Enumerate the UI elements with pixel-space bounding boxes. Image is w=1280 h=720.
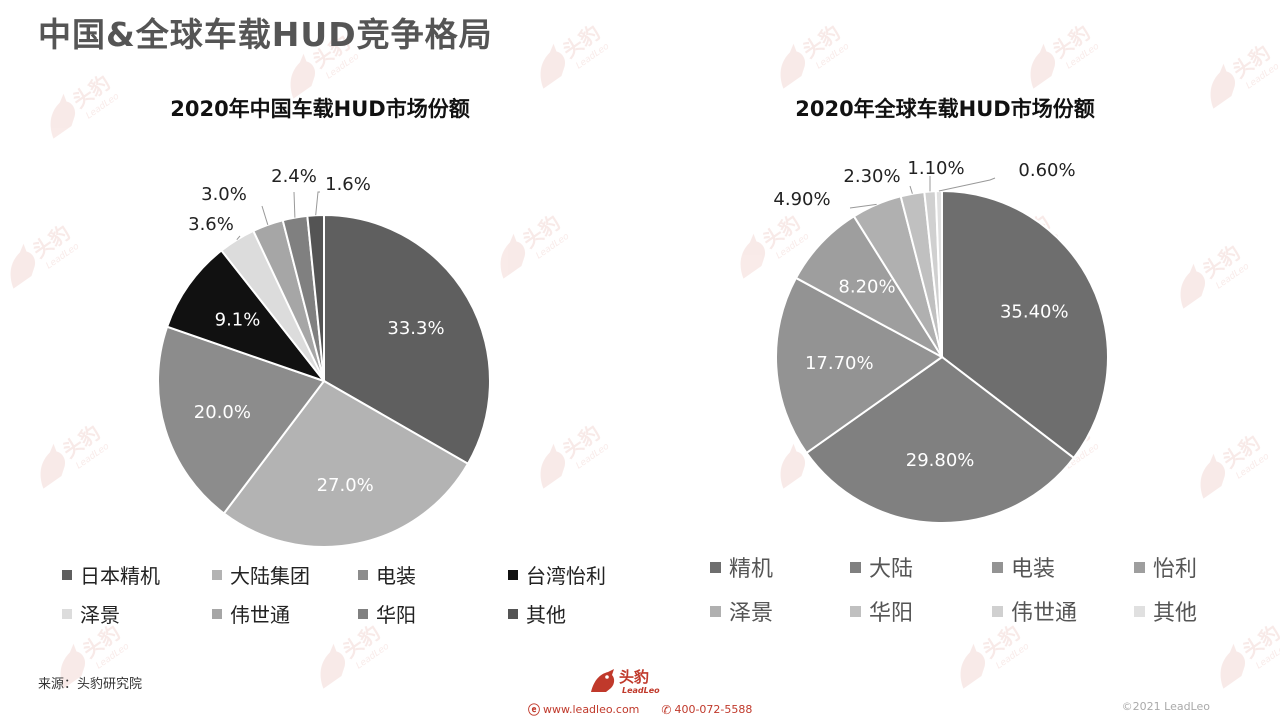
legend0-item: 伟世通: [212, 599, 358, 628]
logo-text: 头豹: [619, 668, 650, 686]
legend-label: 伟世通: [1011, 601, 1078, 626]
legend1-item: 华阳: [850, 595, 992, 627]
legend-label: 台湾怡利: [526, 564, 606, 588]
web-icon: ⓔ: [528, 703, 541, 717]
legend-swatch: [358, 569, 368, 580]
pie0-label-0: 33.3%: [387, 318, 444, 339]
pie0-leader-7: [315, 191, 320, 216]
copyright: ©2021 LeadLeo: [1121, 700, 1210, 713]
legend-label: 华阳: [869, 601, 914, 626]
pie1-slice-7: [934, 189, 943, 358]
pie1-label-4: 4.90%: [773, 189, 830, 210]
legend-label: 怡利: [1153, 557, 1198, 582]
legend0-item: 泽景: [62, 599, 212, 628]
pie0-slice-3: [165, 249, 327, 384]
footer-web-text: www.leadleo.com: [543, 703, 640, 716]
logo-subtext: LeadLeo: [622, 686, 660, 695]
footer-phone: ✆ 400-072-5588: [661, 701, 752, 718]
pie0-leader-4: [236, 235, 241, 241]
pie0-label-4: 3.6%: [188, 214, 234, 235]
legend1-item: 泽景: [710, 595, 850, 627]
pie0-leader-5: [261, 205, 269, 225]
pie1-label-3: 8.20%: [838, 277, 895, 298]
source-note: 来源：头豹研究院: [38, 677, 143, 692]
legend-label: 其他: [526, 603, 566, 627]
legend-swatch: [212, 608, 222, 619]
legend-swatch: [710, 561, 721, 573]
legend-swatch: [850, 561, 861, 573]
legend0-item: 大陆集团: [212, 560, 358, 589]
pie1-label-0: 35.40%: [1000, 301, 1069, 322]
pie1-label-7: 0.60%: [1018, 160, 1075, 181]
pie1-label-5: 2.30%: [843, 166, 900, 187]
legend0-item: 日本精机: [62, 560, 212, 589]
legend-label: 华阳: [376, 603, 416, 627]
global-legend: 精机 大陆 电装 怡利泽景 华阳 伟世通 其他: [710, 551, 1234, 627]
pie1-leader-5: [909, 185, 913, 194]
legend1-item: 其他: [1134, 595, 1234, 627]
legend-label: 电装: [376, 564, 416, 588]
pie0-label-5: 3.0%: [201, 184, 247, 205]
legend-swatch: [992, 561, 1003, 573]
legend-label: 泽景: [729, 601, 774, 626]
pie0-slice-2: [157, 325, 326, 515]
pie1-leader-7: [938, 177, 996, 192]
legend-swatch: [508, 569, 518, 580]
legend-swatch: [710, 605, 721, 617]
legend-label: 泽景: [80, 603, 120, 627]
pie0-label-3: 9.1%: [215, 309, 261, 330]
leadleo-logo-icon: [591, 669, 615, 692]
legend-swatch: [358, 608, 368, 619]
legend1-item: 电装: [992, 551, 1134, 583]
legend-swatch: [1134, 605, 1145, 617]
legend-label: 精机: [729, 557, 774, 582]
legend-swatch: [992, 605, 1003, 617]
pie1-label-6: 1.10%: [907, 158, 964, 179]
legend-swatch: [62, 608, 72, 619]
pie0-slice-7: [306, 213, 325, 382]
legend-label: 大陆集团: [230, 564, 310, 588]
pie1-label-1: 29.80%: [906, 450, 975, 471]
legend0-item: 华阳: [358, 599, 508, 628]
legend1-item: 大陆: [850, 551, 992, 583]
legend1-item: 伟世通: [992, 595, 1134, 627]
legend1-item: 怡利: [1134, 551, 1234, 583]
pie0-leader-6: [293, 191, 296, 218]
global-chart-title: 2020年全球车载HUD市场份额: [795, 97, 1095, 121]
footer-phone-text: 400-072-5588: [674, 703, 753, 716]
pie1-slice-2: [774, 276, 944, 455]
footer-web[interactable]: ⓔ www.leadleo.com: [528, 701, 639, 718]
footer-contact: ⓔ www.leadleo.com ✆ 400-072-5588: [528, 701, 752, 718]
legend-swatch: [850, 605, 861, 617]
legend1-item: 精机: [710, 551, 850, 583]
legend-label: 其他: [1153, 601, 1198, 626]
pie0-label-1: 27.0%: [317, 475, 374, 496]
china-legend: 日本精机 大陆集团 电装 台湾怡利泽景 伟世通 华阳 其他: [62, 560, 648, 628]
legend-label: 电装: [1011, 557, 1056, 582]
legend-swatch: [1134, 561, 1145, 573]
pie1-leader-4: [849, 203, 877, 209]
legend-label: 日本精机: [80, 564, 160, 588]
legend0-item: 台湾怡利: [508, 560, 648, 589]
legend-swatch: [508, 608, 518, 619]
pie0-slice-0: [323, 213, 491, 466]
pie1-label-2: 17.70%: [805, 353, 874, 374]
legend-swatch: [212, 569, 222, 580]
pie1-slice-1: [805, 355, 1076, 524]
phone-icon: ✆: [661, 702, 672, 717]
pie1-slice-0: [941, 189, 1109, 460]
china-chart-title: 2020年中国车载HUD市场份额: [170, 97, 470, 121]
legend-label: 大陆: [869, 557, 914, 582]
page-title: 中国&全球车载HUD竞争格局: [38, 15, 493, 54]
pie0-label-6: 2.4%: [271, 166, 317, 187]
legend0-item: 电装: [358, 560, 508, 589]
pie0-slice-1: [222, 379, 470, 548]
legend-label: 伟世通: [230, 603, 290, 627]
pie0-label-2: 20.0%: [194, 402, 251, 423]
pie0-label-7: 1.6%: [325, 174, 371, 195]
legend-swatch: [62, 569, 72, 580]
legend0-item: 其他: [508, 599, 648, 628]
